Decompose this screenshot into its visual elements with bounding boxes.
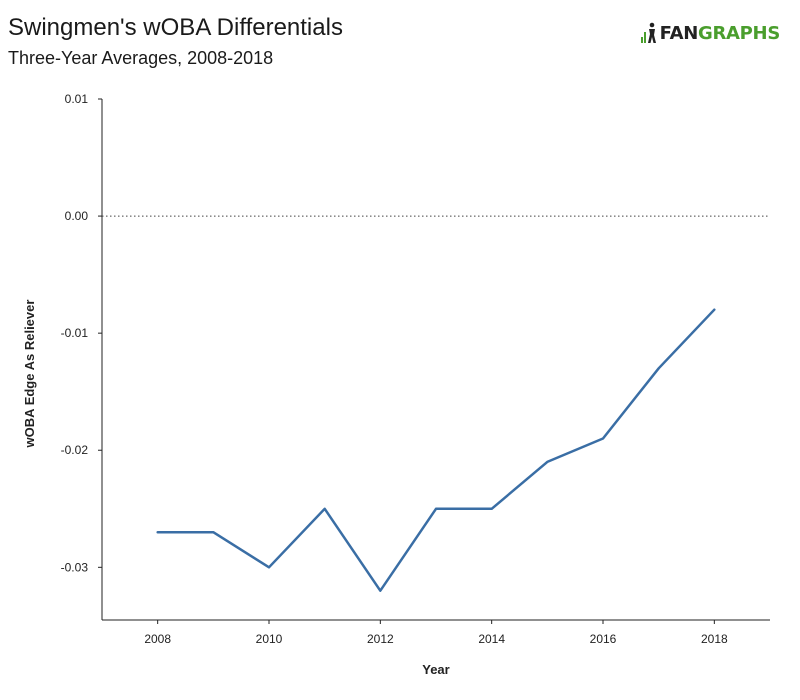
series-line — [156, 308, 716, 592]
fangraphs-logo: FANGRAPHS — [640, 20, 781, 46]
y-tick-label: 0.00 — [65, 209, 89, 223]
y-tick-label: -0.01 — [61, 326, 89, 340]
chart-title: Swingmen's wOBA Differentials — [8, 14, 343, 41]
y-axis-title: wOBA Edge As Reliever — [22, 300, 37, 449]
x-tick-label: 2012 — [367, 632, 394, 646]
fangraphs-logo-text: FANGRAPHS — [659, 22, 781, 44]
logo-graphs-text: GRAPHS — [698, 22, 780, 44]
chart-axes — [101, 99, 770, 621]
fangraphs-logo-icon — [640, 21, 657, 45]
chart-ticks: 0.01 0.00 -0.01 -0.02 -0.03 2008 2010 2012 2014 2… — [61, 92, 728, 646]
x-axis-title: Year — [422, 662, 449, 677]
y-tick-label: -0.02 — [61, 443, 89, 457]
x-tick-label: 2014 — [478, 632, 505, 646]
chart-series-layer — [156, 308, 716, 592]
y-tick-label: -0.03 — [61, 560, 89, 574]
x-tick-label: 2018 — [701, 632, 728, 646]
x-tick-label: 2008 — [144, 632, 171, 646]
x-tick-label: 2010 — [256, 632, 283, 646]
x-tick-label: 2016 — [590, 632, 617, 646]
chart-subtitle: Three-Year Averages, 2008-2018 — [8, 48, 274, 68]
y-tick-label: 0.01 — [65, 92, 89, 106]
logo-fan-text: FAN — [659, 22, 699, 44]
